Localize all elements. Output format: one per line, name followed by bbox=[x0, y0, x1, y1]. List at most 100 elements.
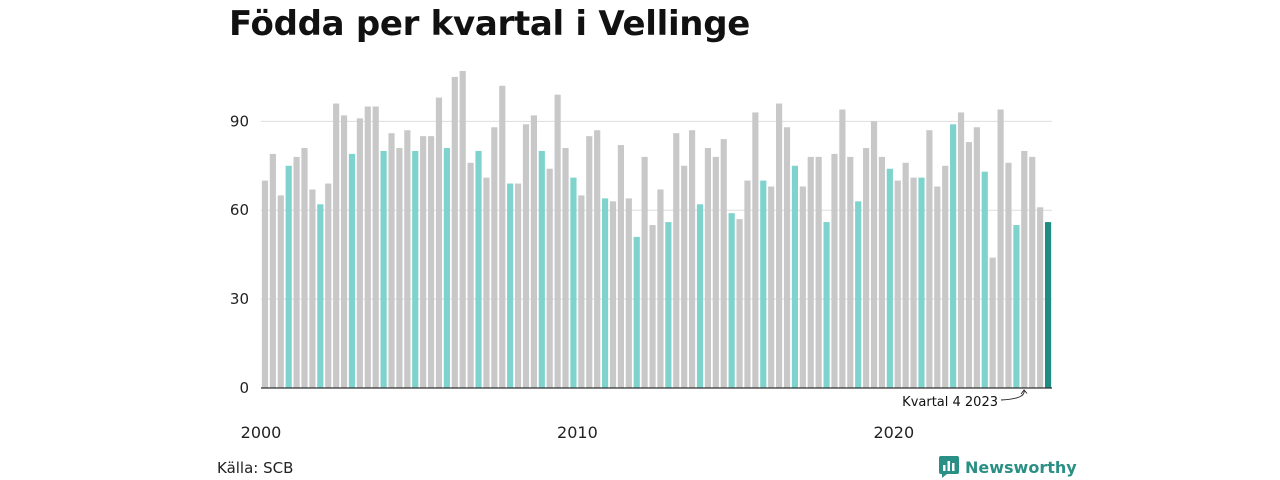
bar[interactable] bbox=[586, 136, 593, 388]
bar[interactable] bbox=[689, 130, 696, 388]
bar[interactable] bbox=[1029, 156, 1036, 388]
bar[interactable] bbox=[293, 156, 300, 388]
bar[interactable] bbox=[483, 177, 490, 388]
bar[interactable] bbox=[894, 180, 901, 388]
bar[interactable] bbox=[427, 136, 435, 388]
bar[interactable] bbox=[261, 180, 269, 388]
bar[interactable] bbox=[396, 148, 403, 388]
bar[interactable] bbox=[1005, 162, 1012, 388]
bar[interactable] bbox=[435, 97, 443, 388]
bar[interactable] bbox=[269, 153, 276, 388]
bar[interactable] bbox=[965, 142, 973, 388]
bar[interactable] bbox=[514, 183, 522, 388]
bar[interactable] bbox=[602, 198, 609, 388]
bar[interactable] bbox=[776, 103, 783, 389]
bar[interactable] bbox=[554, 94, 561, 388]
bar[interactable] bbox=[720, 139, 727, 388]
bar[interactable] bbox=[839, 109, 846, 388]
bar[interactable] bbox=[467, 162, 474, 388]
bar[interactable] bbox=[507, 183, 514, 388]
bar[interactable] bbox=[957, 112, 965, 388]
bar[interactable] bbox=[704, 148, 711, 388]
bar[interactable] bbox=[404, 130, 411, 388]
bar[interactable] bbox=[760, 180, 767, 388]
bar[interactable] bbox=[768, 186, 775, 388]
bar[interactable] bbox=[380, 150, 387, 388]
bar[interactable] bbox=[815, 156, 822, 388]
bar[interactable] bbox=[997, 109, 1004, 388]
bar[interactable] bbox=[499, 85, 506, 389]
bar[interactable] bbox=[475, 150, 482, 388]
bar[interactable] bbox=[902, 162, 909, 388]
bar[interactable] bbox=[641, 156, 648, 388]
bar[interactable] bbox=[443, 148, 450, 388]
bar[interactable] bbox=[942, 165, 949, 388]
bar[interactable] bbox=[364, 106, 371, 388]
bar[interactable] bbox=[459, 70, 466, 389]
bar[interactable] bbox=[388, 133, 395, 388]
bar[interactable] bbox=[285, 165, 292, 388]
bar[interactable] bbox=[696, 204, 704, 388]
bar[interactable] bbox=[886, 168, 893, 388]
bar[interactable] bbox=[665, 222, 672, 388]
bar[interactable] bbox=[594, 130, 601, 388]
bar[interactable] bbox=[855, 201, 862, 388]
bar[interactable] bbox=[673, 133, 680, 388]
bar[interactable] bbox=[752, 112, 759, 388]
bar[interactable] bbox=[1037, 207, 1044, 388]
bar[interactable] bbox=[918, 177, 925, 388]
bar[interactable] bbox=[799, 186, 806, 388]
bar[interactable] bbox=[301, 148, 308, 388]
bar[interactable] bbox=[491, 127, 498, 388]
bar[interactable] bbox=[1021, 150, 1028, 388]
bar[interactable] bbox=[823, 222, 830, 388]
bar[interactable] bbox=[546, 168, 553, 388]
bar[interactable] bbox=[657, 189, 664, 388]
bar[interactable] bbox=[578, 195, 585, 388]
bar[interactable] bbox=[333, 103, 340, 389]
bar[interactable] bbox=[863, 148, 870, 388]
bar[interactable] bbox=[712, 156, 719, 388]
bar[interactable] bbox=[325, 183, 332, 388]
bar[interactable] bbox=[910, 177, 917, 388]
bar[interactable] bbox=[728, 213, 735, 388]
bar[interactable] bbox=[609, 201, 617, 388]
bar[interactable] bbox=[617, 145, 624, 388]
bar[interactable] bbox=[538, 150, 545, 388]
bar[interactable] bbox=[870, 121, 878, 388]
bar[interactable] bbox=[973, 127, 980, 388]
bar[interactable] bbox=[989, 257, 996, 388]
bar[interactable] bbox=[831, 153, 838, 388]
brand-logo[interactable]: Newsworthy bbox=[939, 456, 1077, 478]
bar[interactable] bbox=[420, 136, 427, 388]
bar[interactable] bbox=[934, 186, 941, 388]
bar[interactable] bbox=[791, 165, 799, 388]
bar[interactable] bbox=[348, 153, 356, 388]
bar[interactable] bbox=[412, 150, 419, 388]
bar[interactable] bbox=[451, 76, 458, 388]
bar[interactable] bbox=[649, 225, 656, 388]
bar[interactable] bbox=[878, 156, 886, 388]
bar[interactable] bbox=[562, 148, 569, 388]
bar[interactable] bbox=[522, 124, 530, 388]
bar[interactable] bbox=[847, 156, 854, 388]
bar[interactable] bbox=[356, 118, 363, 389]
bar[interactable] bbox=[1044, 222, 1052, 388]
bar[interactable] bbox=[372, 106, 379, 388]
bar[interactable] bbox=[317, 204, 324, 388]
bar[interactable] bbox=[530, 115, 537, 389]
bar[interactable] bbox=[570, 177, 577, 388]
bar[interactable] bbox=[1013, 225, 1020, 388]
bar[interactable] bbox=[681, 165, 688, 388]
bar[interactable] bbox=[981, 171, 988, 388]
bar[interactable] bbox=[625, 198, 632, 388]
bar[interactable] bbox=[633, 236, 640, 388]
bar[interactable] bbox=[736, 219, 743, 388]
bar[interactable] bbox=[744, 180, 751, 388]
bar[interactable] bbox=[309, 189, 316, 388]
bar[interactable] bbox=[783, 127, 791, 388]
bar[interactable] bbox=[926, 130, 933, 388]
bar[interactable] bbox=[277, 195, 284, 388]
bar[interactable] bbox=[807, 156, 814, 388]
bar[interactable] bbox=[340, 115, 348, 389]
